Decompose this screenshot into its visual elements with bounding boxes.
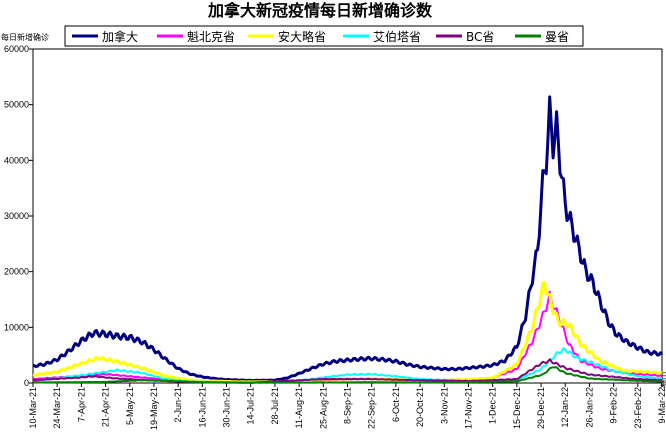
x-tick-label: 19-May-21	[149, 387, 159, 430]
series-line-5	[33, 366, 663, 384]
x-tick-label: 5-May-21	[125, 387, 135, 425]
series-line-3	[32, 347, 663, 384]
series-line-0	[32, 95, 663, 383]
legend-label-2: 安大略省	[278, 29, 326, 44]
x-tick-label: 26-Jan-22	[584, 387, 594, 428]
x-tick-label: 8-Sep-21	[343, 387, 353, 424]
x-tick-label: 1-Dec-21	[488, 387, 498, 424]
x-tick-label: 25-Aug-21	[318, 387, 328, 429]
x-tick-label: 9-Feb-22	[609, 387, 619, 424]
x-tick-label: 11-Aug-21	[294, 387, 304, 428]
legend-label-1: 魁北克省	[187, 29, 235, 44]
x-tick-label: 14-Jul-21	[246, 387, 256, 425]
x-tick-label: 15-Dec-21	[512, 387, 522, 429]
legend-label-4: BC省	[466, 30, 494, 44]
legend-label-0: 加拿大	[102, 29, 138, 44]
x-tick-label: 16-Jun-21	[197, 387, 207, 428]
x-axis-unit: 日期	[660, 372, 666, 389]
x-tick-label: 28-Jul-21	[270, 387, 280, 425]
chart-title: 加拿大新冠疫情每日新增确诊数	[207, 1, 433, 20]
x-tick-label: 17-Nov-21	[463, 387, 473, 429]
x-tick-label: 6-Oct-21	[391, 387, 401, 422]
x-tick-label: 7-Apr-21	[76, 387, 86, 422]
x-tick-label: 21-Apr-21	[101, 387, 111, 427]
y-tick-label: 40000	[4, 155, 29, 165]
x-tick-label: 2-Jun-21	[173, 387, 183, 423]
x-tick-label: 20-Oct-21	[415, 387, 425, 427]
legend-label-3: 艾伯塔省	[373, 29, 421, 44]
x-tick-label: 12-Jan-22	[560, 387, 570, 428]
y-tick-label: 10000	[4, 322, 29, 332]
x-tick-label: 29-Dec-21	[536, 387, 546, 429]
y-axis-label: 每日新增确诊	[1, 32, 49, 42]
y-tick-label: 50000	[4, 100, 29, 110]
legend-label-5: 曼省	[545, 30, 569, 44]
x-tick-label: 9-Mar-22	[657, 387, 666, 424]
legend: 加拿大 魁北克省 安大略省 艾伯塔省 BC省 曼省	[64, 25, 584, 47]
y-tick-label: 20000	[4, 267, 29, 277]
y-tick-label: 0	[24, 378, 29, 388]
x-tick-label: 3-Nov-21	[439, 387, 449, 424]
plot-area	[32, 48, 663, 384]
series-lines	[32, 95, 663, 384]
x-tick-label: 23-Feb-22	[633, 387, 643, 429]
x-tick-label: 22-Sep-21	[367, 387, 377, 429]
x-tick-label: 30-Jun-21	[222, 387, 232, 428]
y-tick-label: 60000	[4, 44, 29, 54]
y-axis: 0 10000 20000 30000 40000 50000 60000	[4, 44, 33, 388]
x-axis: 10-Mar-21 24-Mar-21 7-Apr-21 21-Apr-21 5-May…	[28, 383, 666, 430]
legend-box	[64, 25, 584, 47]
x-tick-label: 24-Mar-21	[52, 387, 62, 429]
y-tick-label: 30000	[4, 211, 29, 221]
x-tick-label: 10-Mar-21	[28, 387, 38, 429]
